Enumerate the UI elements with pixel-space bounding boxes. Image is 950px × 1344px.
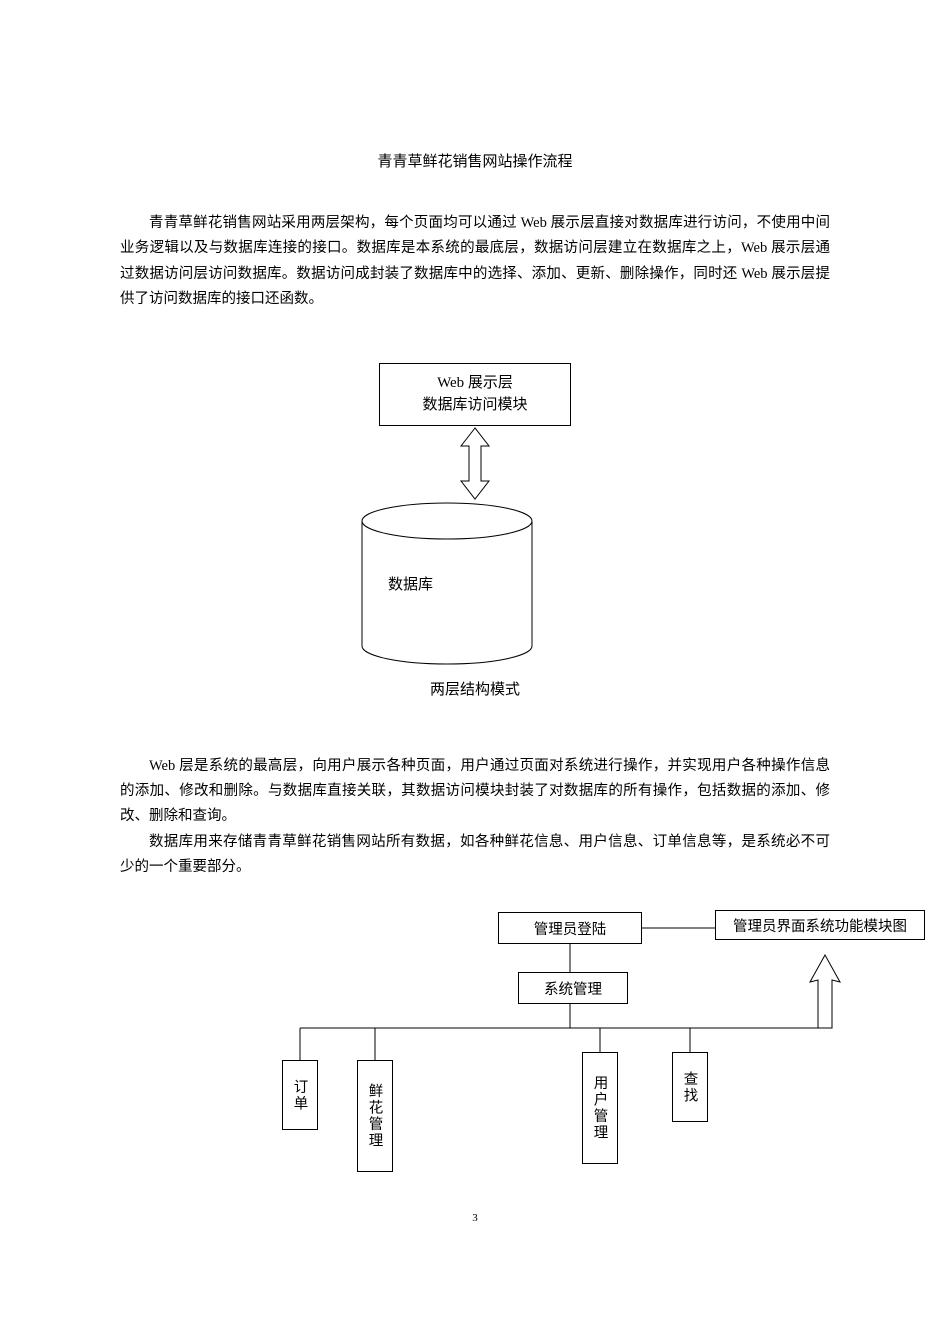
search-box: 查找: [672, 1052, 708, 1122]
paragraph-3: 数据库用来存储青青草鲜花销售网站所有数据，如各种鲜花信息、用户信息、订单信息等，…: [120, 830, 830, 881]
order-box: 订单: [282, 1060, 318, 1130]
flower-mgmt-box: 鲜花管理: [357, 1060, 393, 1172]
paragraph-1: 青青草鲜花销售网站采用两层架构，每个页面均可以通过 Web 展示层直接对数据库进…: [120, 211, 830, 313]
admin-login-label: 管理员登陆: [534, 918, 607, 939]
diagram-two-tier: Web 展示层 数据库访问模块 数据库: [305, 363, 645, 666]
paragraph-2: Web 层是系统的最高层，向用户展示各种页面，用户通过页面对系统进行操作，并实现…: [120, 754, 830, 830]
order-label: 订单: [290, 1079, 311, 1112]
web-layer-line1: Web 展示层: [380, 372, 570, 395]
database-label: 数据库: [388, 573, 433, 594]
database-cylinder: 数据库: [360, 501, 535, 666]
admin-login-box: 管理员登陆: [498, 912, 642, 944]
page-title: 青青草鲜花销售网站操作流程: [120, 150, 830, 171]
sys-mgmt-label: 系统管理: [544, 978, 602, 999]
diagram-admin-modules: 管理员登陆 管理员界面系统功能模块图 系统管理 订单 鲜花管理 用户管理 查找: [270, 910, 950, 1190]
search-label: 查找: [680, 1071, 701, 1104]
sys-mgmt-box: 系统管理: [518, 972, 628, 1004]
diagram1-caption: 两层结构模式: [120, 678, 830, 699]
user-mgmt-box: 用户管理: [582, 1052, 618, 1164]
web-layer-box: Web 展示层 数据库访问模块: [379, 363, 571, 426]
flower-mgmt-label: 鲜花管理: [365, 1083, 386, 1149]
admin-title-box: 管理员界面系统功能模块图: [715, 910, 925, 940]
bidirectional-arrow-icon: [455, 426, 495, 501]
user-mgmt-label: 用户管理: [590, 1075, 611, 1141]
web-layer-line2: 数据库访问模块: [380, 394, 570, 417]
page-number: 3: [120, 1212, 830, 1224]
admin-title-label: 管理员界面系统功能模块图: [733, 915, 907, 936]
